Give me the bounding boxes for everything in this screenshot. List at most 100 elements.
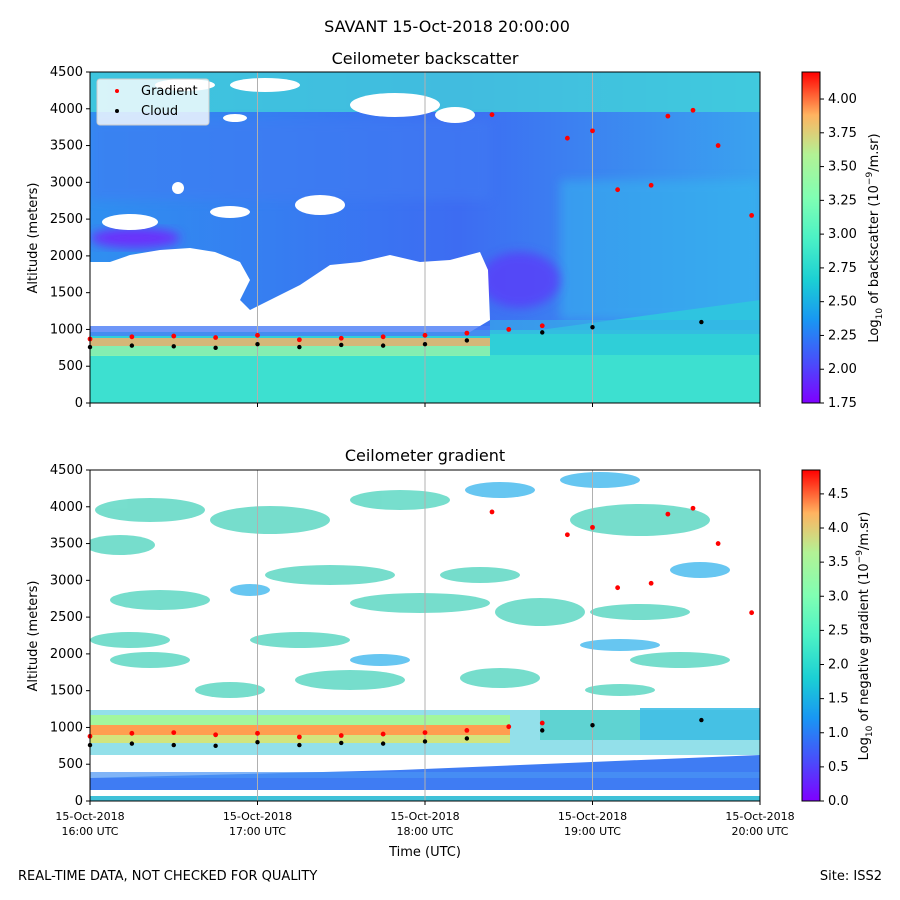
gradient-colorbar-tick-label: 3.0 (828, 589, 849, 604)
backscatter-cloud-point (129, 343, 135, 348)
backscatter-ytick-label: 3500 (50, 139, 83, 154)
footer-quality-note: REAL-TIME DATA, NOT CHECKED FOR QUALITY (18, 869, 318, 884)
backscatter-cloud-point (255, 341, 260, 347)
gradient-ytick-label: 3000 (50, 573, 83, 588)
gradient-cloud-point (339, 740, 344, 746)
gradient-ytick-label: 1000 (50, 720, 83, 735)
backscatter-gradient-point (564, 135, 570, 141)
backscatter-cloud-point (699, 319, 704, 325)
backscatter-gradient-point (171, 333, 177, 339)
backscatter-colorbar-tick-label: 2.00 (828, 362, 857, 377)
gradient-cloud-point (297, 742, 302, 748)
gradient-gradient-markers (87, 505, 755, 740)
gradient-ylabel: Altitude (meters) (26, 581, 41, 692)
figure-suptitle: SAVANT 15-Oct-2018 20:00:00 (324, 17, 570, 36)
backscatter-gradient-point (506, 327, 512, 332)
gradient-gradient-point (749, 610, 755, 616)
legend-gradient-marker (115, 89, 119, 93)
legend-box (96, 78, 210, 126)
gradient-ytick-label: 2000 (50, 647, 83, 662)
backscatter-cloud-point (213, 345, 218, 351)
gradient-colorbar-tick-label: 2.5 (828, 623, 849, 638)
backscatter-title: Ceilometer backscatter (332, 49, 519, 68)
gradient-yaxis: 0 500 1000 1500 2000 2500 3000 3500 4000 4500 (50, 463, 90, 809)
backscatter-colorbar-tick-label: 3.00 (828, 227, 857, 242)
backscatter-colorbar-tick-label: 2.50 (828, 295, 857, 310)
backscatter-colorbar-tick-label: 2.25 (828, 328, 857, 343)
legend-cloud-marker (115, 109, 119, 113)
backscatter-panel: Ceilometer backscatter (26, 49, 885, 411)
gradient-cloud-point (129, 741, 135, 746)
gradient-cloud-point (380, 741, 386, 746)
gradient-xlabel: Time (UTC) (388, 845, 461, 860)
backscatter-ytick-label: 500 (58, 359, 83, 374)
backscatter-gradient-point (665, 113, 671, 119)
gradient-ytick-label: 4500 (50, 463, 83, 478)
backscatter-ytick-label: 2000 (50, 249, 83, 264)
gradient-gradient-point (171, 730, 177, 735)
gradient-gradient-point (615, 585, 621, 591)
gradient-panel: Ceilometer gradient (26, 446, 875, 860)
backscatter-gradient-point (338, 335, 344, 341)
gradient-gradient-point (648, 580, 654, 586)
gradient-ytick-label: 500 (58, 757, 83, 772)
backscatter-colorbar: 1.75 2.00 2.25 2.50 2.75 3.00 3.25 3.50 3.75 4.00… (801, 71, 885, 411)
backscatter-gradient-point (380, 334, 386, 340)
backscatter-colorbar-ticks: 1.75 2.00 2.25 2.50 2.75 3.00 3.25 3.50 3.75 4.00 (820, 92, 857, 411)
gradient-gradient-point (489, 509, 495, 515)
gradient-cloud-point (422, 739, 428, 744)
gradient-gradient-point (255, 730, 260, 736)
gradient-colorbar-tick-label: 0.0 (828, 794, 849, 809)
gradient-ytick-label: 2500 (50, 610, 83, 625)
gradient-xtick-label: 15-Oct-2018 (223, 810, 292, 823)
backscatter-colorbar-tick-label: 3.50 (828, 160, 857, 175)
gradient-ytick-label: 0 (75, 794, 83, 809)
gradient-cloud-point (213, 743, 218, 749)
backscatter-cloud-point (464, 338, 470, 343)
backscatter-ytick-label: 4000 (50, 102, 83, 117)
gradient-colorbar-tick-label: 0.5 (828, 760, 849, 775)
gradient-title: Ceilometer gradient (345, 446, 505, 465)
gradient-xtick-label: 16:00 UTC (61, 825, 118, 838)
backscatter-ytick-label: 2500 (50, 212, 83, 227)
backscatter-ylabel: Altitude (meters) (26, 183, 41, 294)
backscatter-legend: Gradient Cloud (96, 78, 210, 126)
backscatter-cloud-point (339, 342, 344, 348)
gradient-colorbar-tick-label: 4.0 (828, 521, 849, 536)
gradient-gradient-point (338, 733, 344, 738)
gradient-colorbar-tick-label: 1.5 (828, 692, 849, 707)
gradient-xaxis: 15-Oct-2018 16:00 UTC 15-Oct-2018 17:00 UTC… (55, 801, 795, 838)
gradient-gradient-point (380, 731, 386, 737)
backscatter-ytick-label: 1500 (50, 286, 83, 301)
gradient-colorbar-bar (801, 469, 821, 802)
gradient-xtick-label: 17:00 UTC (229, 825, 286, 838)
gradient-gradient-point (129, 730, 135, 736)
backscatter-gradient-point (296, 337, 302, 343)
backscatter-colorbar-tick-label: 4.00 (828, 92, 857, 107)
backscatter-cloud-point (540, 330, 545, 335)
gradient-xtick-label: 15-Oct-2018 (55, 810, 124, 823)
backscatter-gradient-point (489, 112, 495, 118)
backscatter-colorbar-tick-label: 3.25 (828, 193, 857, 208)
backscatter-colorbar-tick-label: 3.75 (828, 126, 857, 141)
gradient-cloud-point (590, 723, 595, 728)
gradient-gradient-point (539, 720, 545, 726)
backscatter-ytick-label: 4500 (50, 65, 83, 80)
legend-gradient-label: Gradient (141, 84, 198, 99)
gradient-heatmap (90, 470, 760, 801)
gradient-cloud-point (540, 728, 545, 733)
backscatter-gradient-point (590, 128, 595, 134)
backscatter-gradient-point (615, 187, 621, 193)
backscatter-yaxis: 0 500 1000 1500 2000 2500 3000 3500 4000 4500 (50, 65, 90, 411)
backscatter-gradient-point (464, 330, 470, 336)
backscatter-gradient-point (690, 107, 696, 113)
backscatter-gradient-point (539, 323, 545, 329)
gradient-gradient-point (590, 524, 595, 530)
backscatter-colorbar-label: Log10 of backscatter (10−9/m.sr) (865, 133, 885, 342)
backscatter-gradient-point (715, 143, 721, 148)
backscatter-cloud-point (171, 344, 176, 349)
gradient-xtick-label: 15-Oct-2018 (725, 810, 794, 823)
gradient-gradient-point (715, 541, 721, 546)
gradient-cloud-point (464, 736, 470, 741)
